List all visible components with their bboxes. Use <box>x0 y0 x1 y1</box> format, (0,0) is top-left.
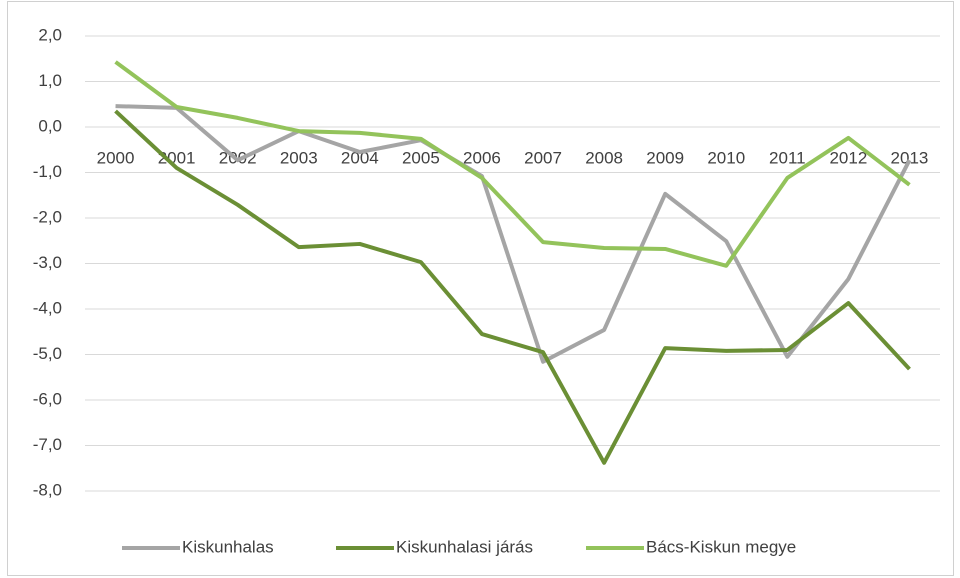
y-tick-label: -3,0 <box>33 253 62 272</box>
x-tick-label: 2006 <box>463 148 501 167</box>
x-tick-label: 2012 <box>829 148 867 167</box>
y-tick-label: 1,0 <box>38 71 62 90</box>
y-tick-label: 2,0 <box>38 25 62 44</box>
x-tick-label: 2011 <box>769 148 806 167</box>
series-line <box>114 60 911 268</box>
y-tick-label: -7,0 <box>33 435 62 454</box>
x-tick-label: 2013 <box>891 148 929 167</box>
x-tick-label: 2009 <box>646 148 684 167</box>
y-tick-label: -6,0 <box>33 389 62 408</box>
x-tick-label: 2004 <box>341 148 379 167</box>
y-tick-label: -4,0 <box>33 298 62 317</box>
x-tick-label: 2008 <box>585 148 623 167</box>
legend-label: Kiskunhalasi járás <box>396 537 533 556</box>
y-tick-label: -8,0 <box>33 480 62 499</box>
y-tick-label: 0,0 <box>38 116 62 135</box>
x-tick-label: 2007 <box>524 148 562 167</box>
legend-label: Bács-Kiskun megye <box>646 537 796 556</box>
x-tick-label: 2000 <box>97 148 135 167</box>
x-tick-label: 2003 <box>280 148 318 167</box>
x-tick-label: 2001 <box>158 148 196 167</box>
x-tick-label: 2010 <box>707 148 745 167</box>
y-tick-label: -1,0 <box>33 162 62 181</box>
series-line <box>114 109 911 465</box>
series-line <box>115 104 912 364</box>
y-tick-label: -2,0 <box>33 207 62 226</box>
x-tick-label: 2005 <box>402 148 440 167</box>
y-tick-label: -5,0 <box>33 344 62 363</box>
legend-label: Kiskunhalas <box>182 537 274 556</box>
